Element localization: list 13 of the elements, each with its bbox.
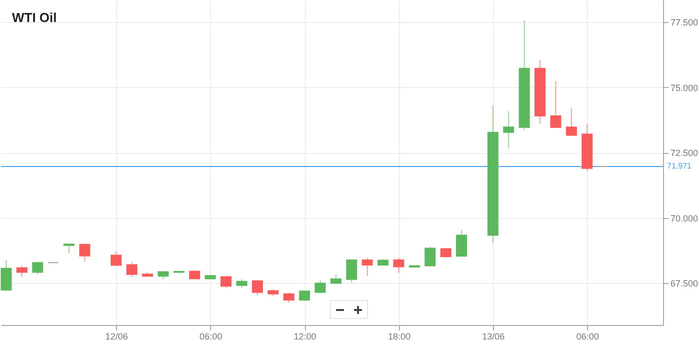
text: WTI Oil <box>12 10 57 25</box>
x-tick-label: 13/06 <box>482 332 505 342</box>
y-tick-label: 77.500 <box>670 18 698 28</box>
y-tick-label: 75.000 <box>670 82 698 93</box>
x-tick-label: 12:00 <box>294 332 316 342</box>
ref-line-label: 71.971 <box>667 162 692 171</box>
y-tick-label: 70.000 <box>670 213 698 224</box>
x-tick-label: 06:00 <box>576 332 599 342</box>
x-tick-label: 06:00 <box>200 332 222 342</box>
y-tick-label: 72.500 <box>670 148 698 158</box>
y-tick-label: 67.500 <box>670 278 698 289</box>
x-tick-label: 18:00 <box>388 332 410 342</box>
x-tick-label: 12/06 <box>105 332 128 342</box>
